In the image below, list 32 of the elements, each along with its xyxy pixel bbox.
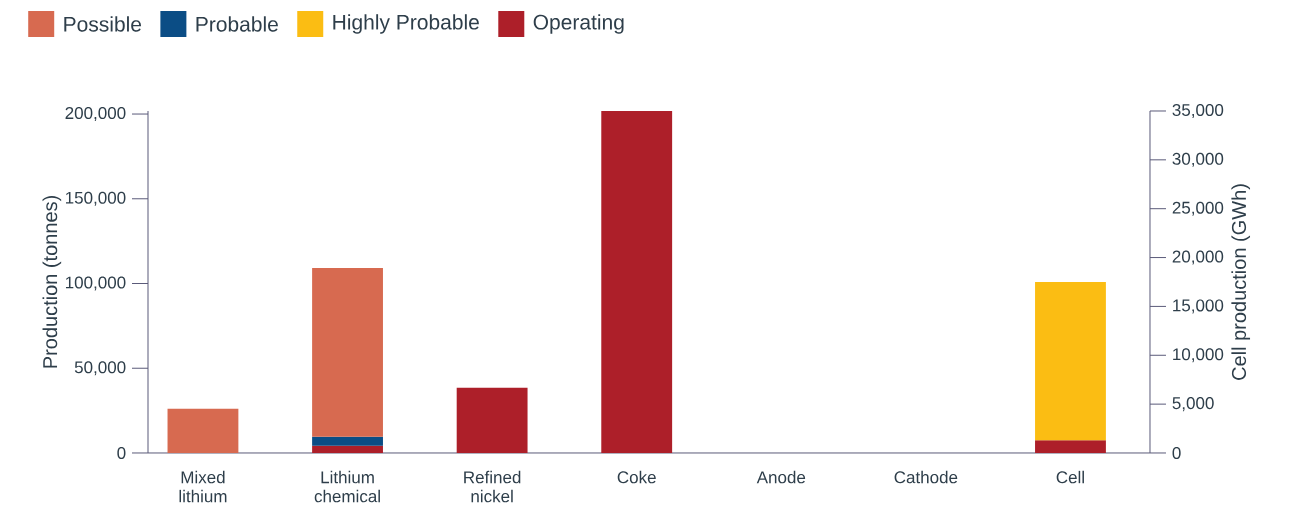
bar — [601, 110, 673, 453]
y-axis-title: Production (tonnes) — [42, 196, 62, 368]
y-tick-label: 0 — [117, 446, 126, 460]
bar — [312, 445, 383, 453]
bar — [167, 408, 239, 453]
y-tick-label: 150,000 — [65, 191, 126, 206]
x-tick-label: Cathode — [894, 470, 958, 484]
y2-tick-label: 0 — [1172, 446, 1181, 460]
x-tick-label: Lithium chemical — [314, 470, 380, 503]
x-tick-label: Mixed lithium — [179, 470, 227, 503]
x-tick-label: Cell — [1056, 470, 1084, 484]
bar — [456, 387, 528, 453]
y2-axis-title: Cell production (GWh) — [1231, 184, 1251, 380]
legend-label: Possible — [64, 16, 142, 32]
y2-tick-label: 15,000 — [1173, 299, 1224, 314]
bar — [312, 267, 383, 437]
x-tick-label: Coke — [617, 470, 656, 484]
y-tick-label: 50,000 — [74, 361, 126, 376]
legend-label: Operating — [533, 14, 624, 34]
legend-label: Highly Probable — [333, 14, 479, 34]
y2-tick-label: 20,000 — [1172, 250, 1224, 265]
y2-tick-label: 5,000 — [1172, 397, 1214, 412]
x-tick-label: Refined nickel — [464, 470, 521, 503]
y2-tick-label: 30,000 — [1172, 152, 1224, 167]
bar — [312, 436, 383, 446]
legend-label: Probable — [196, 16, 278, 32]
y-tick-label: 100,000 — [65, 276, 126, 291]
y2-tick-label: 35,000 — [1172, 103, 1224, 118]
y-tick-label: 200,000 — [65, 107, 126, 122]
x-tick-label: Anode — [756, 470, 806, 484]
y2-tick-label: 10,000 — [1173, 348, 1224, 363]
y2-tick-label: 25,000 — [1172, 201, 1224, 216]
